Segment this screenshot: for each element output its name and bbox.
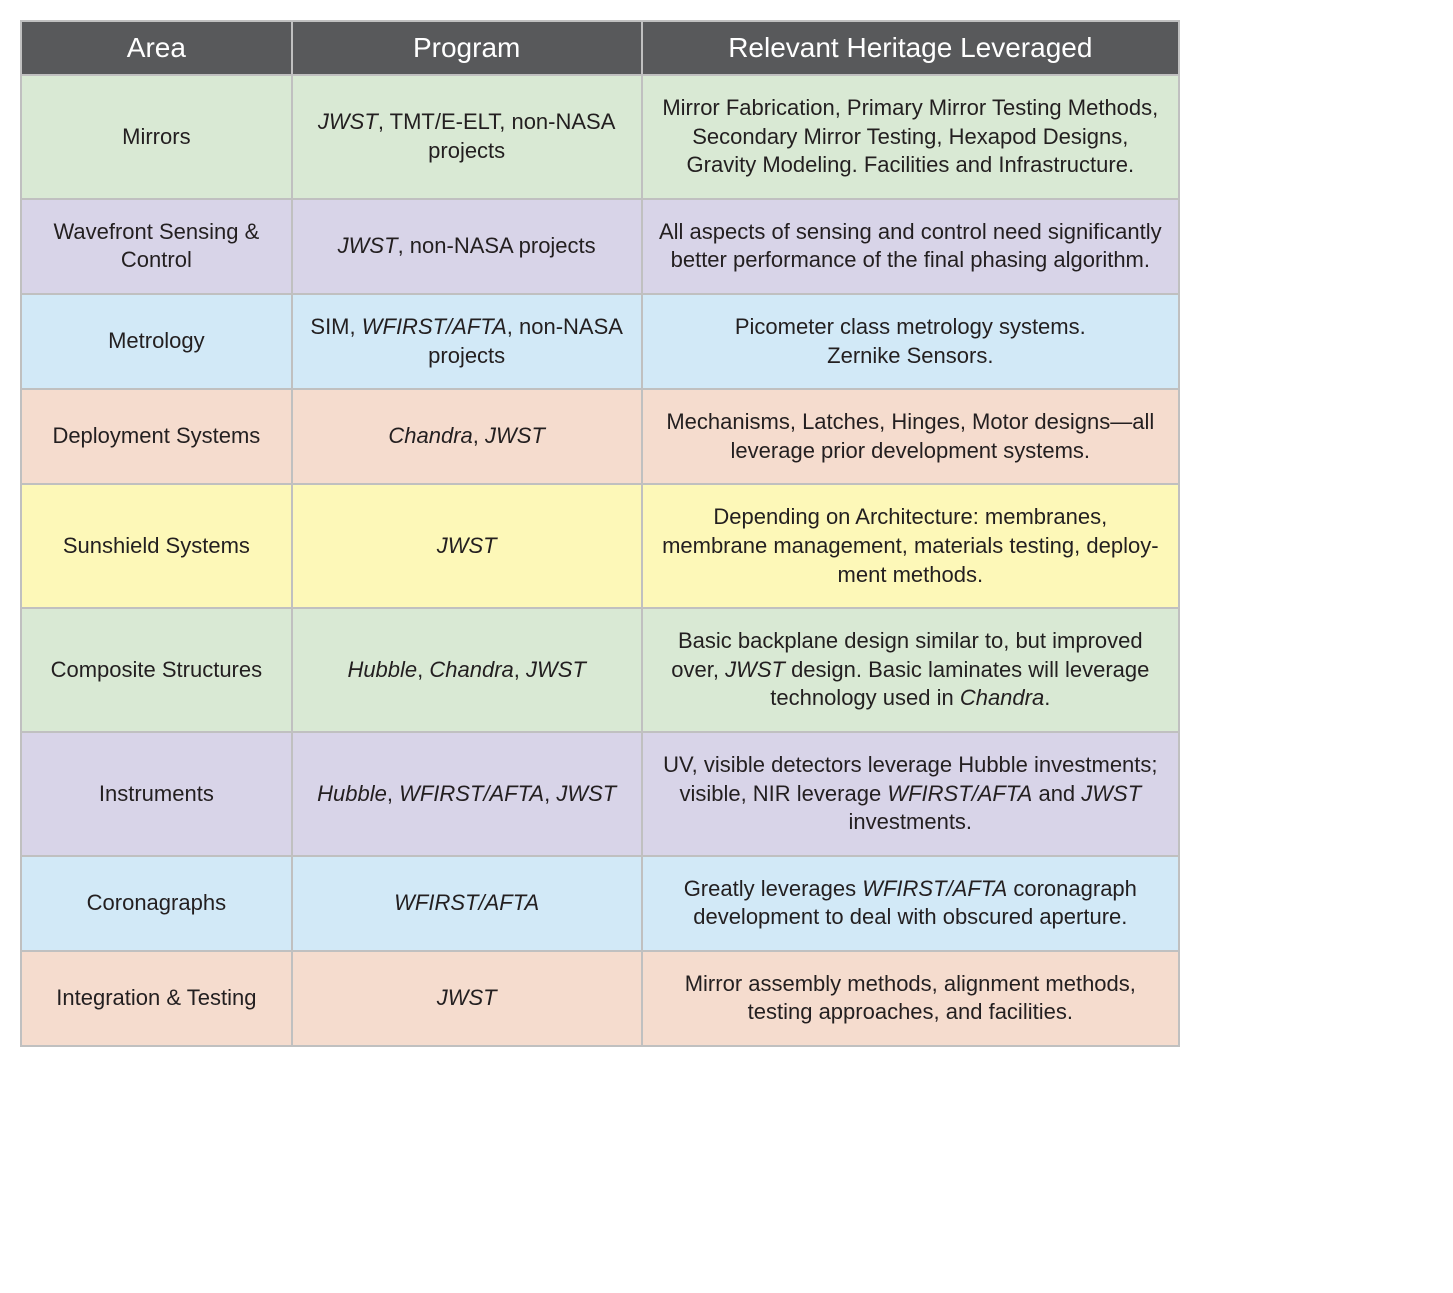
- cell-area: Composite Structures: [22, 609, 291, 731]
- cell-heritage: Greatly leverages WFIRST/AFTA coronagrap…: [643, 857, 1178, 950]
- cell-program: JWST: [293, 952, 641, 1045]
- cell-heritage: Basic backplane design similar to, but i…: [643, 609, 1178, 731]
- cell-program: JWST: [293, 485, 641, 607]
- table-row: MirrorsJWST, TMT/E-ELT, non-NASA project…: [22, 76, 1178, 198]
- header-program: Program: [293, 22, 641, 74]
- cell-heritage: Mirror assembly methods, alignment metho…: [643, 952, 1178, 1045]
- table-row: Sunshield SystemsJWSTDepending on Archit…: [22, 485, 1178, 607]
- cell-program: JWST, non-NASA projects: [293, 200, 641, 293]
- cell-heritage: UV, visible detectors leverage Hubble in…: [643, 733, 1178, 855]
- cell-area: Instruments: [22, 733, 291, 855]
- table-row: Wavefront Sensing & ControlJWST, non-NAS…: [22, 200, 1178, 293]
- table-row: Deployment SystemsChandra, JWSTMechanism…: [22, 390, 1178, 483]
- table-header: Area Program Relevant Heritage Leveraged: [22, 22, 1178, 74]
- cell-program: Hubble, Chandra, JWST: [293, 609, 641, 731]
- cell-program: JWST, TMT/E-ELT, non-NASA projects: [293, 76, 641, 198]
- heritage-table: Area Program Relevant Heritage Leveraged…: [20, 20, 1180, 1047]
- cell-area: Integration & Testing: [22, 952, 291, 1045]
- cell-area: Mirrors: [22, 76, 291, 198]
- cell-heritage: Mirror Fabrication, Primary Mirror Testi…: [643, 76, 1178, 198]
- cell-area: Wavefront Sensing & Control: [22, 200, 291, 293]
- cell-area: Metrology: [22, 295, 291, 388]
- cell-program: Chandra, JWST: [293, 390, 641, 483]
- table-row: InstrumentsHubble, WFIRST/AFTA, JWSTUV, …: [22, 733, 1178, 855]
- table-body: MirrorsJWST, TMT/E-ELT, non-NASA project…: [22, 76, 1178, 1045]
- cell-program: SIM, WFIRST/AFTA, non-NASA projects: [293, 295, 641, 388]
- cell-area: Coronagraphs: [22, 857, 291, 950]
- table-row: CoronagraphsWFIRST/AFTAGreatly leverages…: [22, 857, 1178, 950]
- cell-heritage: Mechanisms, Latches, Hinges, Motor desig…: [643, 390, 1178, 483]
- table-row: Integration & TestingJWSTMirror assembly…: [22, 952, 1178, 1045]
- header-area: Area: [22, 22, 291, 74]
- table-row: Composite StructuresHubble, Chandra, JWS…: [22, 609, 1178, 731]
- cell-heritage: Picometer class metrology systems.Zernik…: [643, 295, 1178, 388]
- cell-area: Deployment Systems: [22, 390, 291, 483]
- cell-area: Sunshield Systems: [22, 485, 291, 607]
- cell-program: Hubble, WFIRST/AFTA, JWST: [293, 733, 641, 855]
- cell-program: WFIRST/AFTA: [293, 857, 641, 950]
- header-heritage: Relevant Heritage Leveraged: [643, 22, 1178, 74]
- cell-heritage: Depending on Architecture: membranes, me…: [643, 485, 1178, 607]
- table-row: MetrologySIM, WFIRST/AFTA, non-NASA proj…: [22, 295, 1178, 388]
- cell-heritage: All aspects of sensing and control need …: [643, 200, 1178, 293]
